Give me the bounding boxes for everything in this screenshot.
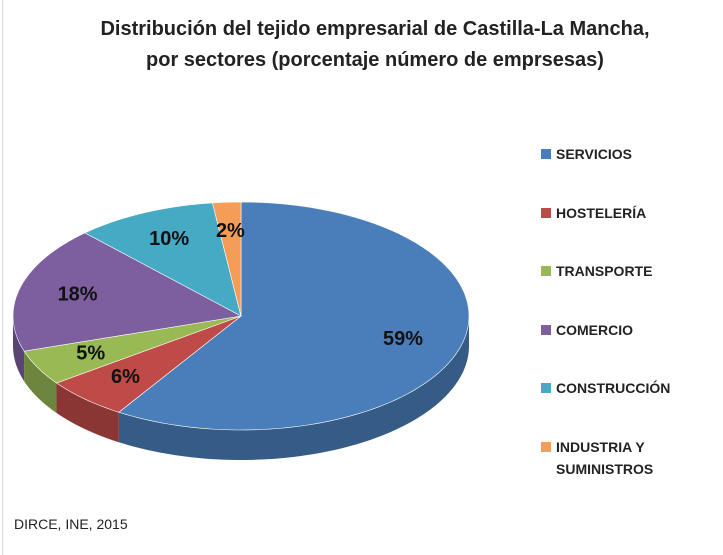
slice (12, 232, 242, 352)
data-label: 59% (383, 328, 423, 350)
chart-title: Distribución del tejido empresarial de C… (100, 18, 650, 71)
data-label: 2% (216, 220, 245, 242)
slice (55, 315, 242, 413)
slice-side (118, 316, 469, 460)
slice (84, 202, 242, 317)
legend-swatch (541, 207, 551, 218)
legend-label: HOSTELERÍA (556, 204, 647, 221)
legend-swatch (541, 149, 551, 159)
legend-label: COMERCIO (556, 321, 633, 338)
legend-item: TRANSPORTE (541, 260, 711, 282)
legend-item: HOSTELERÍA (541, 202, 711, 224)
slice (212, 201, 242, 317)
slice-side (13, 316, 25, 382)
legend-item: INDUSTRIA Y SUMINISTROS (541, 436, 711, 480)
legend-label: SERVICIOS (556, 146, 632, 162)
slice (118, 201, 470, 431)
slice-side (56, 383, 119, 443)
border (2, 0, 3, 555)
legend-item: SERVICIOS (541, 143, 711, 165)
legend-label: TRANSPORTE (556, 263, 653, 280)
slice (23, 315, 242, 384)
legend-label: CONSTRUCCIÓN (556, 380, 671, 397)
data-label: 5% (76, 343, 105, 365)
source: DIRCE, INE, 2015 (14, 516, 128, 532)
data-label: 6% (111, 366, 140, 388)
legend-swatch (541, 266, 551, 277)
legend-item: CONSTRUCCIÓN (541, 377, 711, 399)
legend-label: INDUSTRIA Y SUMINISTROS (556, 439, 654, 477)
legend-item: COMERCIO (541, 319, 711, 341)
data-label: 18% (58, 283, 98, 305)
legend-swatch (541, 442, 551, 452)
legend-swatch (541, 383, 551, 394)
slice-side (24, 351, 57, 414)
data-label: 10% (149, 228, 189, 250)
legend-swatch (541, 324, 551, 335)
